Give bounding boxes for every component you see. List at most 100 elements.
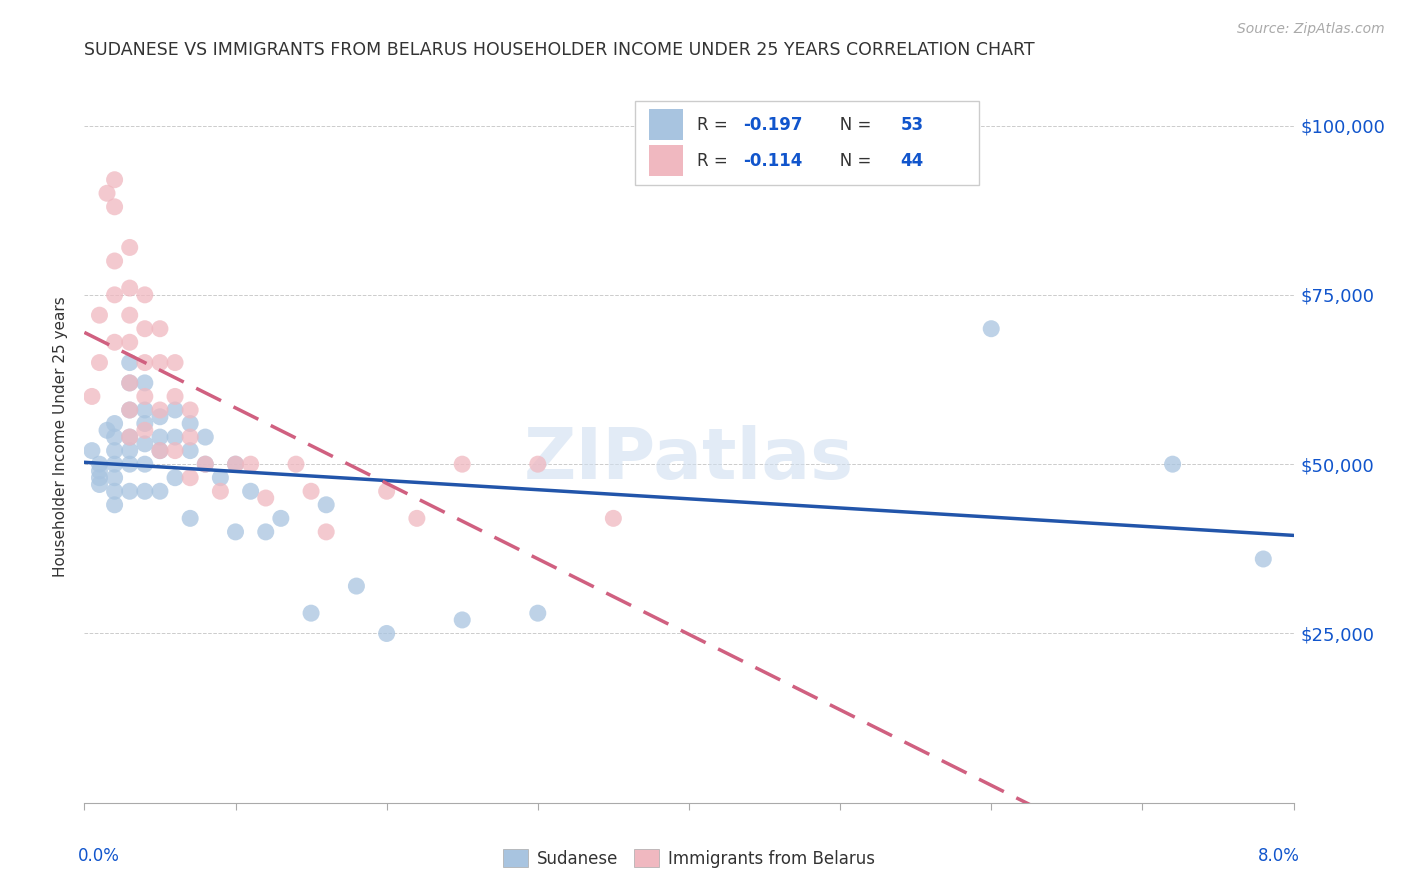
- Point: [149, 430, 172, 444]
- Point: [134, 437, 156, 451]
- Point: [1161, 457, 1184, 471]
- Point: [239, 484, 262, 499]
- Point: [134, 417, 156, 431]
- Point: [527, 457, 550, 471]
- Point: [134, 355, 156, 369]
- Point: [165, 355, 187, 369]
- Point: [134, 484, 156, 499]
- Point: [179, 443, 201, 458]
- Point: [239, 457, 262, 471]
- Point: [194, 457, 217, 471]
- Point: [104, 288, 127, 302]
- Point: [209, 471, 232, 485]
- Point: [89, 355, 111, 369]
- Point: [270, 511, 292, 525]
- Point: [406, 511, 429, 525]
- Text: -0.197: -0.197: [744, 116, 803, 134]
- Text: R =: R =: [697, 152, 734, 169]
- Point: [179, 471, 201, 485]
- Point: [149, 322, 172, 336]
- Point: [118, 240, 141, 254]
- Point: [149, 409, 172, 424]
- Point: [104, 484, 127, 499]
- Point: [104, 172, 127, 186]
- Point: [89, 471, 111, 485]
- Point: [118, 403, 141, 417]
- Point: [375, 484, 398, 499]
- Point: [104, 335, 127, 350]
- Point: [134, 376, 156, 390]
- Point: [104, 417, 127, 431]
- Point: [179, 511, 201, 525]
- Y-axis label: Householder Income Under 25 years: Householder Income Under 25 years: [53, 297, 69, 577]
- Point: [375, 626, 398, 640]
- Point: [118, 457, 141, 471]
- FancyBboxPatch shape: [650, 110, 683, 140]
- Point: [299, 606, 322, 620]
- Point: [225, 457, 247, 471]
- Text: 53: 53: [901, 116, 924, 134]
- Point: [104, 430, 127, 444]
- Point: [254, 491, 277, 505]
- Text: N =: N =: [824, 116, 877, 134]
- Point: [209, 484, 232, 499]
- Text: 8.0%: 8.0%: [1258, 847, 1299, 864]
- Point: [118, 403, 141, 417]
- Point: [194, 457, 217, 471]
- Text: R =: R =: [697, 116, 734, 134]
- Point: [118, 443, 141, 458]
- Point: [118, 355, 141, 369]
- Point: [299, 484, 322, 499]
- Text: N =: N =: [824, 152, 877, 169]
- Point: [165, 471, 187, 485]
- Point: [134, 423, 156, 437]
- Point: [80, 443, 103, 458]
- FancyBboxPatch shape: [634, 101, 979, 185]
- Point: [134, 288, 156, 302]
- Point: [96, 186, 118, 201]
- Text: Source: ZipAtlas.com: Source: ZipAtlas.com: [1237, 22, 1385, 37]
- Point: [118, 430, 141, 444]
- Point: [179, 417, 201, 431]
- FancyBboxPatch shape: [650, 145, 683, 176]
- Point: [89, 457, 111, 471]
- Point: [134, 457, 156, 471]
- Point: [104, 457, 127, 471]
- Point: [149, 443, 172, 458]
- Point: [104, 200, 127, 214]
- Point: [149, 355, 172, 369]
- Point: [194, 430, 217, 444]
- Point: [179, 430, 201, 444]
- Point: [346, 579, 368, 593]
- Point: [165, 389, 187, 403]
- Point: [1253, 552, 1275, 566]
- Point: [527, 606, 550, 620]
- Point: [254, 524, 277, 539]
- Point: [602, 511, 624, 525]
- Point: [165, 430, 187, 444]
- Point: [315, 524, 337, 539]
- Point: [118, 430, 141, 444]
- Point: [118, 376, 141, 390]
- Point: [149, 484, 172, 499]
- Point: [149, 443, 172, 458]
- Point: [165, 403, 187, 417]
- Text: 44: 44: [901, 152, 924, 169]
- Point: [980, 322, 1002, 336]
- Point: [104, 471, 127, 485]
- Point: [96, 423, 118, 437]
- Text: 0.0%: 0.0%: [79, 847, 120, 864]
- Point: [451, 613, 474, 627]
- Point: [225, 524, 247, 539]
- Point: [118, 281, 141, 295]
- Point: [315, 498, 337, 512]
- Point: [118, 376, 141, 390]
- Point: [89, 464, 111, 478]
- Point: [118, 335, 141, 350]
- Point: [104, 498, 127, 512]
- Text: SUDANESE VS IMMIGRANTS FROM BELARUS HOUSEHOLDER INCOME UNDER 25 YEARS CORRELATIO: SUDANESE VS IMMIGRANTS FROM BELARUS HOUS…: [84, 41, 1035, 59]
- Point: [118, 484, 141, 499]
- Point: [80, 389, 103, 403]
- Point: [225, 457, 247, 471]
- Point: [179, 403, 201, 417]
